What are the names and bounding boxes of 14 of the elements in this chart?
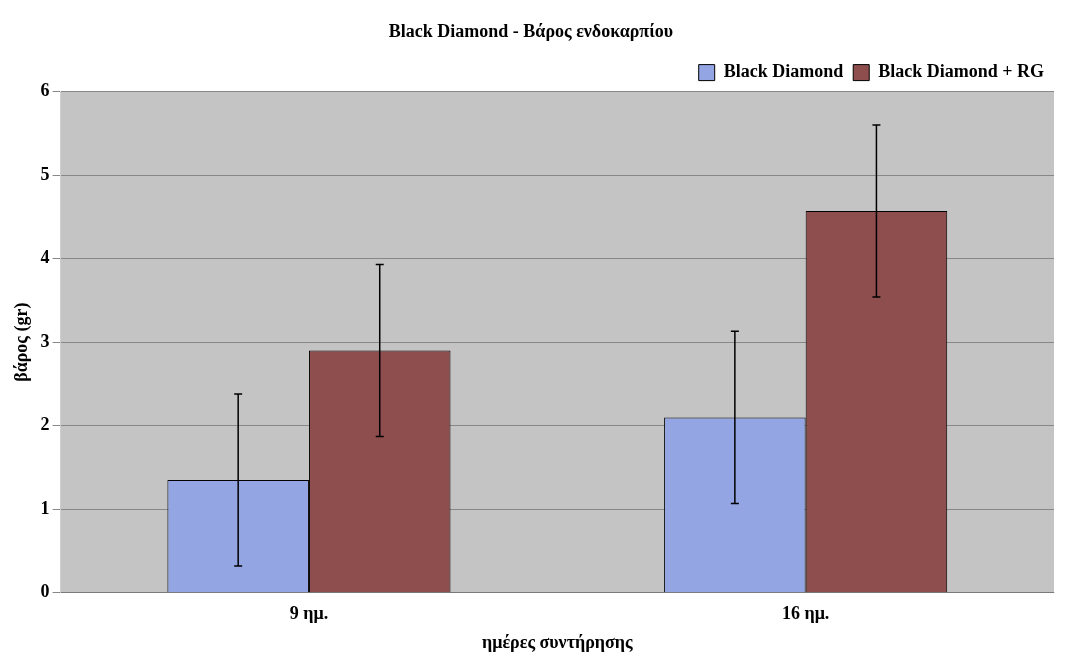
x-axis-title: ημέρες συντήρησης <box>481 631 634 652</box>
y-tick-label: 6 <box>40 80 50 101</box>
x-tick-label: 9 ημ. <box>289 603 329 624</box>
y-tick-label: 5 <box>40 163 50 184</box>
legend-label: Black Diamond + RG <box>878 61 1044 82</box>
y-axis-title: βάρος (gr) <box>11 302 33 382</box>
y-tick-label: 3 <box>40 330 50 351</box>
y-tick-label: 1 <box>40 497 50 518</box>
y-tick-label: 4 <box>40 247 50 268</box>
x-tick-label: 16 ημ. <box>781 603 830 624</box>
chart-title: Black Diamond - Βάρος ενδοκαρπίου <box>388 21 674 42</box>
y-tick-label: 2 <box>40 414 50 435</box>
y-tick-label: 0 <box>40 581 50 602</box>
legend-label: Black Diamond <box>723 61 844 82</box>
